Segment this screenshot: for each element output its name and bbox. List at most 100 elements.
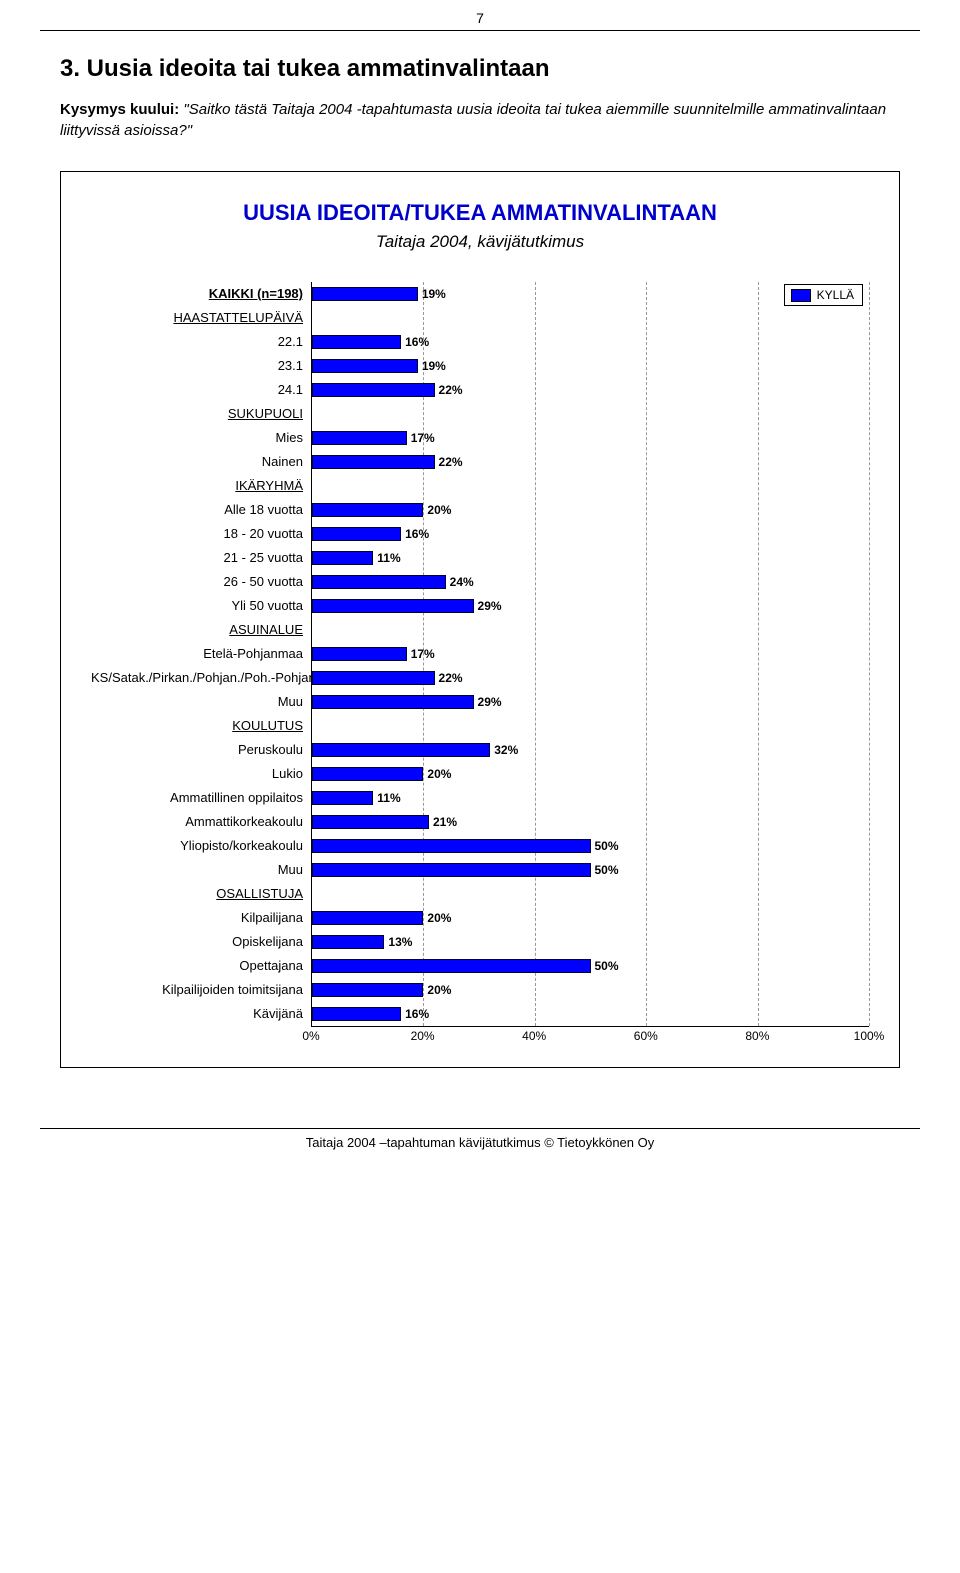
row-label: Muu [91,858,311,882]
row-label: 18 - 20 vuotta [91,522,311,546]
bar-row [312,882,869,906]
bar-row: 19% [312,354,869,378]
bar [312,455,435,469]
question-paragraph: Kysymys kuului: "Saitko tästä Taitaja 20… [60,99,900,141]
bar-value-label: 20% [423,762,451,786]
bar-row: 50% [312,858,869,882]
x-tick: 0% [302,1029,319,1043]
row-label: SUKUPUOLI [91,402,311,426]
gridline [869,282,870,1026]
row-label: Opiskelijana [91,930,311,954]
row-label: Yliopisto/korkeakoulu [91,834,311,858]
row-label: Kilpailijoiden toimitsijana [91,978,311,1002]
row-label: 21 - 25 vuotta [91,546,311,570]
row-label: Peruskoulu [91,738,311,762]
x-tick: 40% [522,1029,546,1043]
bar-row: 21% [312,810,869,834]
chart-subtitle: Taitaja 2004, kävijätutkimus [91,232,869,252]
bar-row [312,474,869,498]
row-label: KS/Satak./Pirkan./Pohjan./Poh.-Pohjan. [91,666,311,690]
bar-row: 20% [312,906,869,930]
chart-body: KAIKKI (n=198)HAASTATTELUPÄIVÄ22.123.124… [91,282,869,1047]
bar-row [312,306,869,330]
bar-value-label: 22% [435,450,463,474]
bar [312,335,401,349]
bar-row [312,714,869,738]
bar-row: 16% [312,522,869,546]
row-label: Ammattikorkeakoulu [91,810,311,834]
bar-row: 16% [312,330,869,354]
bar-value-label: 11% [373,546,400,570]
bar [312,383,435,397]
x-tick: 100% [854,1029,885,1043]
top-rule [40,30,920,31]
bar [312,743,490,757]
bar [312,767,423,781]
bar-value-label: 29% [474,594,502,618]
bar-row: 13% [312,930,869,954]
page-number: 7 [0,0,960,30]
row-label: Nainen [91,450,311,474]
bar-value-label: 19% [418,354,446,378]
bar [312,431,407,445]
bar-value-label: 50% [591,858,619,882]
row-label: Alle 18 vuotta [91,498,311,522]
bar-row: 24% [312,570,869,594]
bar [312,575,446,589]
chart-frame: UUSIA IDEOITA/TUKEA AMMATINVALINTAAN Tai… [60,171,900,1068]
row-label: Ammatillinen oppilaitos [91,786,311,810]
bar-value-label: 16% [401,522,429,546]
row-label: Kävijänä [91,1002,311,1026]
bar-row: 22% [312,450,869,474]
row-label: Yli 50 vuotta [91,594,311,618]
row-label: 26 - 50 vuotta [91,570,311,594]
bar-row: 20% [312,762,869,786]
bar-value-label: 16% [401,330,429,354]
bar-value-label: 22% [435,378,463,402]
bar [312,1007,401,1021]
bar-row: 17% [312,642,869,666]
bar-row: 16% [312,1002,869,1026]
row-label: 22.1 [91,330,311,354]
plot-area: KYLLÄ 19%16%19%22%17%22%20%16%11%24%29%1… [311,282,869,1027]
bar [312,647,407,661]
bar [312,815,429,829]
bar-row: 11% [312,546,869,570]
row-label: ASUINALUE [91,618,311,642]
bar-value-label: 17% [407,426,435,450]
bar-value-label: 29% [474,690,502,714]
bar [312,671,435,685]
row-label: Lukio [91,762,311,786]
bar-value-label: 20% [423,498,451,522]
row-label: Opettajana [91,954,311,978]
bar [312,527,401,541]
row-label: 23.1 [91,354,311,378]
bar-row [312,618,869,642]
bar [312,503,423,517]
bar [312,599,474,613]
bar-row: 50% [312,834,869,858]
bar [312,863,591,877]
bar-row: 11% [312,786,869,810]
bar-value-label: 19% [418,282,446,306]
bar-value-label: 11% [373,786,400,810]
bar-value-label: 50% [591,834,619,858]
x-tick: 20% [411,1029,435,1043]
bar [312,983,423,997]
row-label: Mies [91,426,311,450]
chart-title: UUSIA IDEOITA/TUKEA AMMATINVALINTAAN [91,200,869,226]
bar-row: 20% [312,498,869,522]
bar-row: 22% [312,378,869,402]
row-label: IKÄRYHMÄ [91,474,311,498]
bar-value-label: 50% [591,954,619,978]
row-label: Muu [91,690,311,714]
bar [312,911,423,925]
row-label: KOULUTUS [91,714,311,738]
plot-column: KYLLÄ 19%16%19%22%17%22%20%16%11%24%29%1… [311,282,869,1047]
bar [312,551,373,565]
bar-row: 19% [312,282,869,306]
question-text: "Saitko tästä Taitaja 2004 -tapahtumasta… [60,101,886,139]
bar-value-label: 24% [446,570,474,594]
bar-row: 22% [312,666,869,690]
bar [312,935,384,949]
